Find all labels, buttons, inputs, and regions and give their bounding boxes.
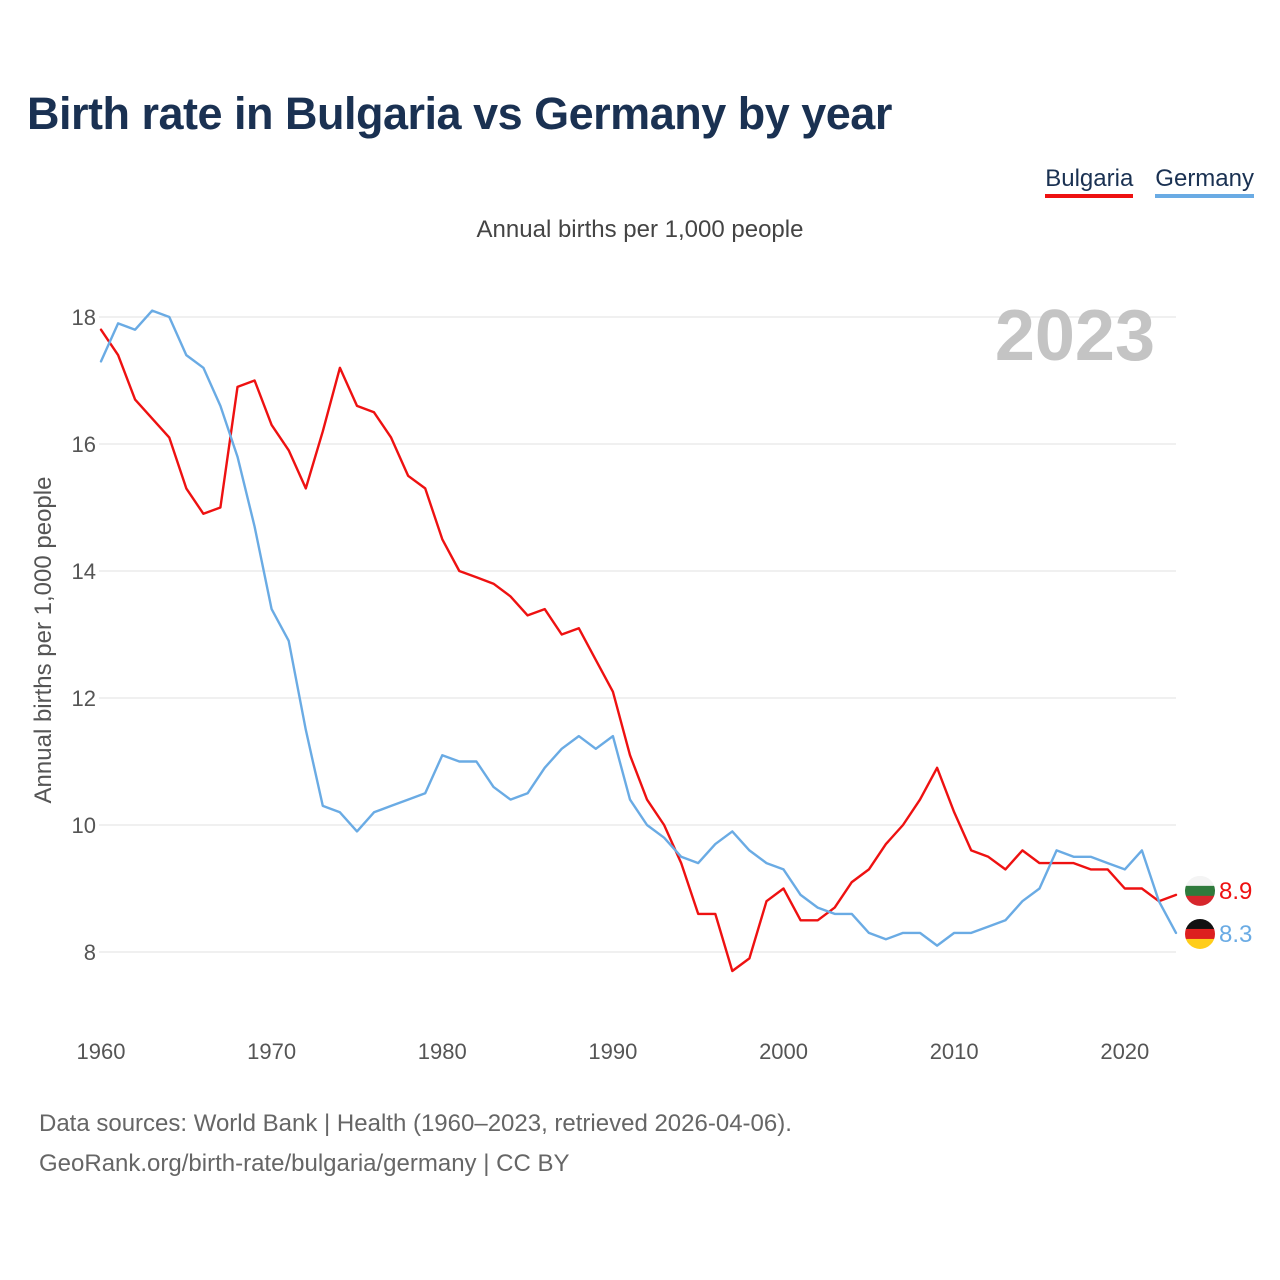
x-tick-label: 1990 — [588, 1039, 637, 1064]
chart-title: Birth rate in Bulgaria vs Germany by yea… — [27, 88, 892, 139]
data-source-note: Data sources: World Bank | Health (1960–… — [39, 1110, 792, 1137]
x-tick-label: 1970 — [247, 1039, 296, 1064]
footer: Data sources: World Bank | Health (1960–… — [39, 1104, 792, 1184]
y-tick-label: 8 — [84, 940, 96, 965]
flag-stripe — [1185, 885, 1215, 897]
legend-item-bulgaria[interactable]: Bulgaria — [1045, 165, 1134, 198]
flag-stripe — [1185, 918, 1215, 930]
y-tick-label: 12 — [72, 686, 96, 711]
flag-stripe — [1185, 895, 1215, 906]
y-axis-label: Annual births per 1,000 people — [30, 477, 57, 804]
y-tick-label: 14 — [72, 559, 96, 584]
y-tick-label: 16 — [72, 432, 96, 457]
x-axis-ticks: 1960 1970 1980 1990 2000 2010 2020 — [77, 1039, 1150, 1064]
y-tick-label: 18 — [72, 305, 96, 330]
end-value-label-germany: 8.3 — [1219, 921, 1252, 948]
flag-marker-germany — [1185, 918, 1215, 949]
x-tick-label: 2010 — [930, 1039, 979, 1064]
x-tick-label: 2000 — [759, 1039, 808, 1064]
end-value-label-bulgaria: 8.9 — [1219, 878, 1252, 905]
x-tick-label: 1980 — [418, 1039, 467, 1064]
x-tick-label: 2020 — [1100, 1039, 1149, 1064]
chart-subtitle: Annual births per 1,000 people — [476, 216, 804, 243]
legend-item-germany[interactable]: Germany — [1155, 165, 1254, 198]
end-markers: 8.9 8.3 — [1185, 875, 1252, 949]
source-url[interactable]: GeoRank.org/birth-rate/bulgaria/germany … — [39, 1150, 570, 1177]
flag-marker-bulgaria — [1185, 875, 1215, 906]
y-axis-ticks: 8 10 12 14 16 18 — [72, 305, 96, 965]
y-tick-label: 10 — [72, 813, 96, 838]
year-watermark: 2023 — [995, 296, 1155, 376]
flag-stripe — [1185, 928, 1215, 940]
series-line-germany[interactable] — [99, 309, 1178, 947]
series-line-bulgaria[interactable] — [99, 328, 1178, 973]
flag-stripe — [1185, 875, 1215, 887]
legend: Bulgaria Germany — [1045, 165, 1254, 198]
x-tick-label: 1960 — [77, 1039, 126, 1064]
gridlines — [99, 316, 1176, 953]
series-lines — [99, 309, 1178, 973]
flag-stripe — [1185, 938, 1215, 949]
